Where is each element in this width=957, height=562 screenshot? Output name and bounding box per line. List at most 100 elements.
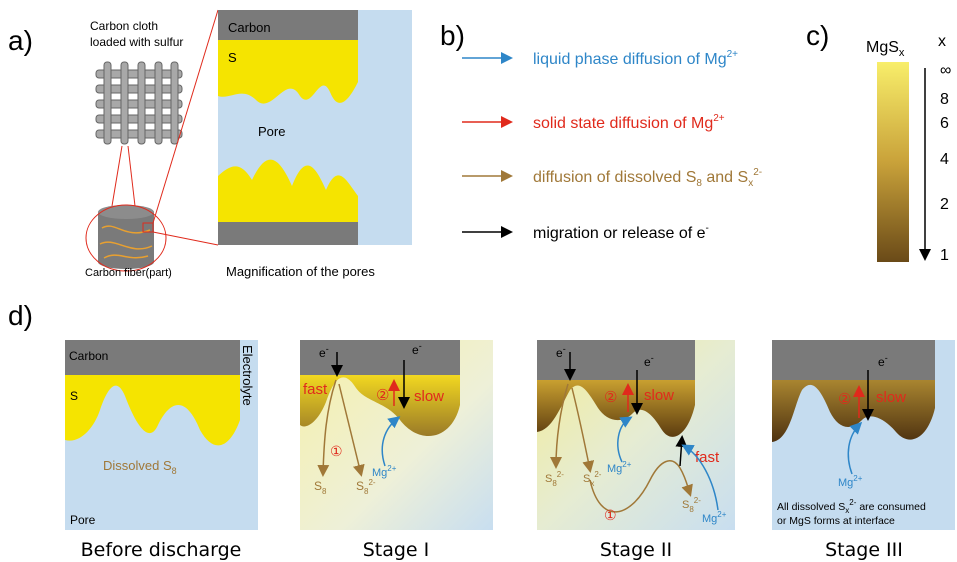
subscript: 8 [322,487,327,496]
scale-label: 2 [940,196,949,213]
panel-label: a) [8,25,33,56]
stage-caption: Stage II [600,539,672,561]
superscript: 2- [368,478,375,487]
fiber-body [98,212,154,262]
superscript: 2+ [717,510,726,519]
panel-label: d) [8,300,33,331]
stage-2: e- e- ② slow fast ① S82- Sx2- S82- Mg2+ … [537,340,735,561]
superscript: - [706,223,709,234]
slow-label: slow [414,388,444,405]
panel-label: b) [440,20,465,51]
scale-label: 1 [940,247,949,264]
carbon-layer [218,222,358,245]
superscript: 2+ [713,113,725,124]
superscript: 2- [694,496,701,505]
cloth-label: loaded with sulfur [90,35,183,49]
superscript: - [419,341,422,351]
pore-label: Pore [258,124,285,139]
species-label: S [583,473,590,485]
carbon-layer [772,340,935,380]
subscript: x [899,47,905,59]
note: or MgS forms at interface [777,515,895,527]
sulfur-label: S [70,389,78,403]
weave [171,62,178,144]
colorbar-title: MgS [866,39,899,56]
fast-label: fast [303,381,328,398]
subscript: 8 [172,466,177,476]
superscript: - [563,344,566,354]
legend-text: solid state diffusion of Mg [533,115,713,132]
sulfur-label: S [228,50,237,65]
fiber-label: Carbon fiber(part) [85,267,172,279]
legend-text: liquid phase diffusion of Mg2+ [533,49,738,68]
superscript: 2+ [727,49,739,60]
fast-label: fast [695,449,720,466]
stage-caption: Stage I [363,539,430,561]
magnification-caption: Magnification of the pores [226,264,375,279]
legend-text: migration or release of e- [533,223,709,242]
axis-label: x [938,33,946,50]
panel-label: c) [806,20,829,51]
superscript: 2+ [622,460,631,469]
scale-label: 8 [940,91,949,108]
fiber-top [98,205,154,219]
subscript: 8 [364,487,369,496]
zoom-line [153,232,218,245]
mg-label: Mg [607,463,622,475]
carbon-label: Carbon [228,20,271,35]
scale-label: 6 [940,115,949,132]
step-label: ② [604,389,617,406]
subscript: x [590,479,594,488]
scale-labels: ∞ 8 6 4 2 1 [940,62,951,264]
carbon-label: Carbon [69,349,108,363]
carbon-fiber [86,205,166,271]
subscript: 8 [552,479,557,488]
scale-label: ∞ [940,62,951,79]
legend-text: liquid phase diffusion of Mg [533,51,727,68]
subscript: 8 [689,505,694,514]
legend-text: solid state diffusion of Mg2+ [533,113,725,132]
step-label: ② [376,387,389,404]
stage-caption: Stage III [825,539,903,561]
superscript: - [885,353,888,363]
colorbar-title: MgSx [866,39,905,59]
superscript: - [326,344,329,354]
stage-3: e- ② slow Mg2+ All dissolved Sx2- are co… [772,340,955,561]
superscript: 2+ [387,464,396,473]
stage-before: Carbon Electrolyte S Dissolved S8 Pore B… [65,340,258,561]
subscript: x [748,178,753,189]
slow-label: slow [644,387,674,404]
step-label: ② [838,391,851,408]
weave [155,62,162,144]
dissolved-label: Dissolved S [103,458,172,473]
weave [138,62,145,144]
species-label: S [314,479,322,493]
superscript: 2- [753,167,762,178]
superscript: 2- [557,470,564,479]
mg-label: Mg [838,477,853,489]
superscript: 2- [594,470,601,479]
pore-label: Pore [70,513,96,527]
weave [104,62,111,144]
magnified-pore: Carbon S Pore [218,10,412,245]
step-label: ① [604,507,617,523]
cloth-label: Carbon cloth [90,19,158,33]
note: are consumed [856,501,926,513]
weave [121,62,128,144]
legend-text: and S [702,169,748,186]
superscript: 2+ [853,474,862,483]
subscript: x [845,506,849,515]
electrolyte-label: Electrolyte [240,345,255,406]
zoom-line [128,146,135,206]
species-label: S [545,473,552,485]
figure: a) Carbon cloth loaded with sulfur Carbo… [0,0,957,562]
scale-label: 4 [940,151,949,168]
carbon-cloth [96,62,182,144]
species-label: S [682,499,689,511]
superscript: - [651,353,654,363]
step-label: ① [330,443,343,459]
species-label: S [356,479,364,493]
legend-text: diffusion of dissolved S8 and Sx2- [533,167,762,189]
legend-text: migration or release of e [533,225,706,242]
slow-label: slow [876,389,906,406]
